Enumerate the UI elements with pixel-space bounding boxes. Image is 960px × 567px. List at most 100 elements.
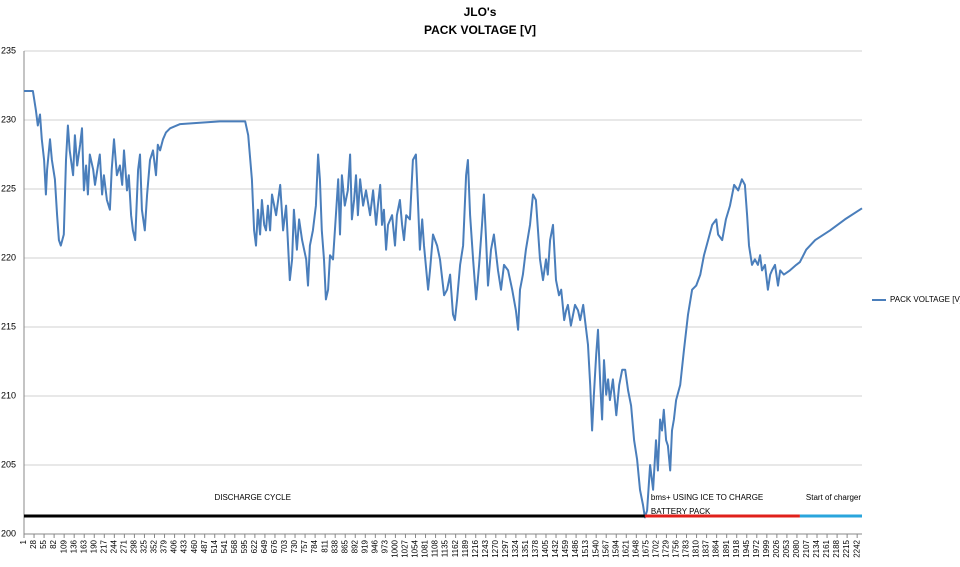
x-tick-label: 55 <box>39 539 48 548</box>
x-tick-label: 1027 <box>401 539 410 557</box>
x-tick-label: 1810 <box>692 539 701 557</box>
x-tick-label: 1783 <box>682 539 691 557</box>
x-tick-label: 1729 <box>662 539 671 557</box>
y-tick-label: 220 <box>1 252 16 262</box>
x-tick-label: 514 <box>210 539 219 553</box>
x-tick-label: 163 <box>79 539 88 553</box>
x-tick-label: 82 <box>49 539 58 548</box>
x-tick-label: 2080 <box>792 539 801 557</box>
x-tick-label: 487 <box>200 539 209 553</box>
x-tick-label: 1351 <box>521 539 530 557</box>
x-tick-label: 1864 <box>712 539 721 557</box>
x-tick-label: 1297 <box>501 539 510 557</box>
x-tick-label: 2161 <box>822 539 831 557</box>
x-tick-label: 1000 <box>391 539 400 557</box>
chart-title: JLO's <box>464 5 497 19</box>
x-tick-label: 1972 <box>752 539 761 557</box>
x-tick-label: 1081 <box>421 539 430 557</box>
x-tick-label: 298 <box>130 539 139 553</box>
x-tick-label: 1945 <box>742 539 751 557</box>
x-tick-label: 1486 <box>571 539 580 557</box>
x-tick-label: 1270 <box>491 539 500 557</box>
x-tick-label: 460 <box>190 539 199 553</box>
x-tick-label: 1702 <box>652 539 661 557</box>
x-tick-label: 1135 <box>441 539 450 557</box>
x-tick-label: 1378 <box>531 539 540 557</box>
x-tick-label: 865 <box>340 539 349 553</box>
x-tick-label: 190 <box>89 539 98 553</box>
y-tick-label: 235 <box>1 45 16 55</box>
y-tick-label: 225 <box>1 183 16 193</box>
x-tick-label: 730 <box>290 539 299 553</box>
x-tick-label: 1891 <box>722 539 731 557</box>
x-tick-label: 1405 <box>541 539 550 557</box>
x-tick-label: 1513 <box>581 539 590 557</box>
x-tick-label: 406 <box>170 539 179 553</box>
x-tick-label: 2134 <box>812 539 821 557</box>
y-tick-label: 215 <box>1 321 16 331</box>
x-tick-label: 2242 <box>852 539 861 557</box>
x-tick-label: 595 <box>240 539 249 553</box>
x-tick-label: 541 <box>220 539 229 553</box>
x-tick-label: 1621 <box>621 539 630 557</box>
x-tick-label: 28 <box>29 539 38 548</box>
x-tick-label: 1 <box>19 539 28 544</box>
x-tick-label: 1162 <box>451 539 460 557</box>
x-tick-label: 1648 <box>631 539 640 557</box>
x-tick-label: 892 <box>350 539 359 553</box>
x-tick-label: 1999 <box>762 539 771 557</box>
x-tick-label: 784 <box>310 539 319 553</box>
x-tick-label: 919 <box>360 539 369 553</box>
x-tick-label: 1432 <box>551 539 560 557</box>
x-tick-label: 379 <box>160 539 169 553</box>
x-tick-label: 1108 <box>431 539 440 557</box>
x-tick-label: 1567 <box>601 539 610 557</box>
x-tick-label: 2107 <box>802 539 811 557</box>
phase-label: DISCHARGE CYCLE <box>214 493 290 502</box>
y-tick-label: 230 <box>1 114 16 124</box>
y-tick-label: 205 <box>1 459 16 469</box>
x-tick-label: 757 <box>300 539 309 553</box>
x-tick-label: 1756 <box>672 539 681 557</box>
x-tick-label: 433 <box>180 539 189 553</box>
x-tick-label: 352 <box>150 539 159 553</box>
phase-label: BATTERY PACK <box>651 507 711 516</box>
x-tick-label: 649 <box>260 539 269 553</box>
x-tick-label: 1837 <box>702 539 711 557</box>
x-tick-label: 676 <box>270 539 279 553</box>
x-tick-label: 325 <box>140 539 149 553</box>
data-line <box>24 90 863 519</box>
x-tick-label: 1054 <box>411 539 420 557</box>
x-tick-label: 1243 <box>481 539 490 557</box>
y-tick-label: 200 <box>1 528 16 538</box>
x-tick-label: 1540 <box>591 539 600 557</box>
x-tick-label: 1918 <box>732 539 741 557</box>
x-tick-label: 973 <box>380 539 389 553</box>
x-tick-label: 703 <box>280 539 289 553</box>
x-tick-label: 1675 <box>641 539 650 557</box>
x-tick-label: 1324 <box>511 539 520 557</box>
x-tick-label: 136 <box>69 539 78 553</box>
x-tick-label: 2053 <box>782 539 791 557</box>
x-tick-label: 271 <box>119 539 128 553</box>
x-tick-label: 568 <box>230 539 239 553</box>
x-tick-label: 838 <box>330 539 339 553</box>
x-tick-label: 1189 <box>461 539 470 557</box>
x-tick-label: 1594 <box>611 539 620 557</box>
x-tick-label: 2215 <box>842 539 851 557</box>
x-tick-label: 244 <box>109 539 118 553</box>
x-tick-label: 811 <box>320 539 329 552</box>
x-tick-label: 622 <box>250 539 259 553</box>
legend-label: PACK VOLTAGE [V] <box>890 295 960 304</box>
chart-subtitle: PACK VOLTAGE [V] <box>424 23 536 37</box>
x-tick-label: 2188 <box>832 539 841 557</box>
x-tick-label: 1459 <box>561 539 570 557</box>
x-tick-label: 2026 <box>772 539 781 557</box>
x-tick-label: 1216 <box>471 539 480 557</box>
y-tick-label: 210 <box>1 390 16 400</box>
phase-label: Start of charger <box>806 493 861 502</box>
x-tick-label: 109 <box>59 539 68 553</box>
phase-label: bms+ USING ICE TO CHARGE <box>651 493 763 502</box>
